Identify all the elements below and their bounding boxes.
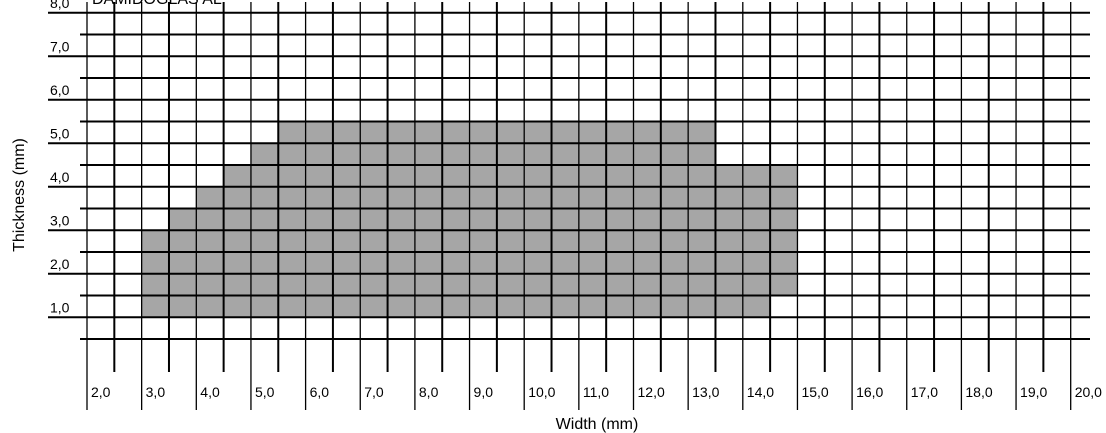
x-tick-label: 2,0 <box>91 384 111 400</box>
x-tick-label: 18,0 <box>965 384 992 400</box>
y-tick-label: 7,0 <box>50 38 70 54</box>
y-axis-label: Thickness (mm) <box>11 138 28 252</box>
available-range-band <box>141 295 771 318</box>
y-tick-label: 4,0 <box>50 169 70 185</box>
x-tick-labels: 2,0 3,0 4,0 5,0 6,0 7,0 8,0 9,0 10,0 11,0 12,0 13,0… <box>91 384 1102 400</box>
x-tick-label: 11,0 <box>583 384 609 400</box>
y-tick-label: 2,0 <box>50 256 70 272</box>
x-tick-label: 3,0 <box>146 384 166 400</box>
x-tick-label: 13,0 <box>692 384 719 400</box>
available-range-band <box>250 143 716 165</box>
x-tick-label: 7,0 <box>364 384 384 400</box>
available-range-band <box>168 208 798 231</box>
y-tick-label: 1,0 <box>50 299 70 315</box>
x-tick-label: 20,0 <box>1075 384 1102 400</box>
x-tick-label: 9,0 <box>474 384 494 400</box>
x-tick-label: 16,0 <box>856 384 883 400</box>
available-range-band <box>223 165 798 187</box>
x-tick-label: 12,0 <box>638 384 665 400</box>
x-tick-label: 8,0 <box>419 384 439 400</box>
x-tick-label: 19,0 <box>1020 384 1047 400</box>
y-tick-label: 6,0 <box>50 82 70 98</box>
y-tick-label: 8,0 <box>50 0 70 11</box>
y-tick-label: 5,0 <box>50 125 70 141</box>
y-tick-labels: 1,0 2,0 3,0 4,0 5,0 6,0 7,0 8,0 <box>50 0 70 315</box>
x-tick-label: 6,0 <box>310 384 330 400</box>
x-tick-label: 10,0 <box>528 384 555 400</box>
x-tick-label: 4,0 <box>200 384 220 400</box>
x-tick-label: 17,0 <box>911 384 938 400</box>
y-tick-label: 3,0 <box>50 212 70 228</box>
chart-title: DAMIDOGLAS AL <box>92 0 222 9</box>
x-axis-label: Width (mm) <box>556 416 639 433</box>
grid-lines <box>48 2 1090 410</box>
x-tick-label: 15,0 <box>801 384 828 400</box>
x-tick-label: 14,0 <box>747 384 774 400</box>
x-tick-label: 5,0 <box>255 384 275 400</box>
